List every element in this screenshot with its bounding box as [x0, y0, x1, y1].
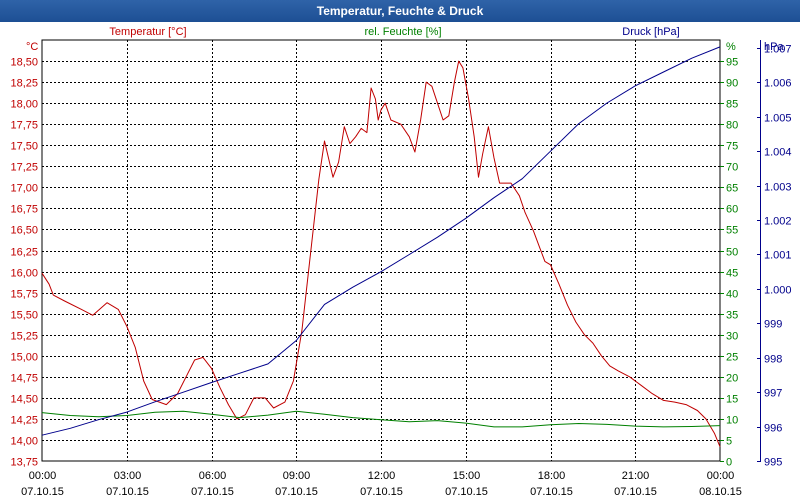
pressure-legend: Druck [hPa]: [622, 26, 679, 38]
humidity-tick-label: 80: [726, 120, 738, 132]
x-tick-date-label: 07.10.15: [614, 486, 657, 498]
x-tick-time-label: 03:00: [114, 470, 142, 482]
humidity-tick-label: 70: [726, 162, 738, 174]
pressure-tick-label: 1.002: [764, 216, 792, 228]
x-tick-time-label: 21:00: [622, 470, 650, 482]
pressure-tick-label: 997: [764, 388, 782, 400]
humidity-tick-label: 50: [726, 247, 738, 259]
series: [41, 46, 721, 447]
x-tick-time-label: 00:00: [29, 470, 57, 482]
humidity-series-line: [41, 410, 721, 428]
temperature-tick-label: 14,50: [10, 394, 38, 406]
humidity-tick-label: 45: [726, 268, 738, 280]
humidity-tick-label: 10: [726, 415, 738, 427]
humidity-tick-label: 5: [726, 436, 732, 448]
temperature-tick-label: 16,00: [10, 268, 38, 280]
pressure-tick-label: 1.004: [764, 147, 792, 159]
temperature-tick-label: 16,25: [10, 247, 38, 259]
temperature-tick-label: 16,50: [10, 225, 38, 237]
x-tick-date-label: 08.10.15: [699, 486, 742, 498]
pressure-tick-label: 996: [764, 423, 782, 435]
temperature-tick-label: 18,25: [10, 78, 38, 90]
pressure-tick-label: 1.000: [764, 285, 792, 297]
pressure-series-line: [41, 46, 721, 436]
pressure-tick-label: 1.003: [764, 182, 792, 194]
grid: [42, 40, 720, 461]
temperature-legend: Temperatur [°C]: [109, 26, 186, 38]
humidity-tick-label: 90: [726, 78, 738, 90]
pressure-tick-label: 1.001: [764, 250, 792, 262]
temperature-tick-label: 15,00: [10, 352, 38, 364]
temperature-tick-label: 15,75: [10, 289, 38, 301]
humidity-unit-label: %: [726, 41, 736, 53]
humidity-tick-label: 0: [726, 457, 732, 469]
humidity-tick-label: 25: [726, 352, 738, 364]
x-tick-time-label: 18:00: [538, 470, 566, 482]
humidity-tick-label: 60: [726, 204, 738, 216]
window-title: Temperatur, Feuchte & Druck: [0, 0, 800, 22]
plot-area-frame: [41, 39, 721, 462]
temperature-tick-label: 17,50: [10, 141, 38, 153]
line-chart: °C % hPa Temperatur [°C] rel. Feuchte [%…: [10, 26, 792, 498]
humidity-tick-label: 20: [726, 373, 738, 385]
pressure-unit-label: hPa: [764, 41, 784, 53]
x-tick-date-label: 07.10.15: [106, 486, 149, 498]
humidity-tick-label: 40: [726, 289, 738, 301]
temperature-tick-label: 18,00: [10, 99, 38, 111]
temperature-tick-label: 14,75: [10, 373, 38, 385]
temperature-tick-label: 17,00: [10, 183, 38, 195]
temperature-tick-label: 14,00: [10, 436, 38, 448]
pressure-tick-label: 1.005: [764, 113, 792, 125]
temperature-unit-label: °C: [26, 41, 38, 53]
x-tick-time-label: 15:00: [453, 470, 481, 482]
temperature-tick-label: 18,50: [10, 57, 38, 69]
humidity-tick-label: 15: [726, 394, 738, 406]
x-tick-time-label: 09:00: [283, 470, 311, 482]
humidity-legend: rel. Feuchte [%]: [364, 26, 441, 38]
temperature-tick-label: 17,25: [10, 162, 38, 174]
humidity-tick-label: 75: [726, 141, 738, 153]
x-tick-date-label: 07.10.15: [275, 486, 318, 498]
x-tick-date-label: 07.10.15: [530, 486, 573, 498]
x-tick-time-label: 06:00: [199, 470, 227, 482]
temperature-tick-label: 17,75: [10, 120, 38, 132]
pressure-tick-label: 998: [764, 354, 782, 366]
x-tick-time-label: 12:00: [368, 470, 396, 482]
x-tick-date-label: 07.10.15: [445, 486, 488, 498]
humidity-tick-label: 65: [726, 183, 738, 195]
temperature-series-line: [41, 60, 721, 447]
x-tick-date-label: 07.10.15: [21, 486, 64, 498]
pressure-tick-label: 1.007: [764, 44, 792, 56]
temperature-tick-label: 15,50: [10, 310, 38, 322]
temperature-tick-label: 13,75: [10, 457, 38, 469]
humidity-tick-label: 30: [726, 331, 738, 343]
x-tick-time-label: 00:00: [707, 470, 735, 482]
temperature-tick-label: 15,25: [10, 331, 38, 343]
humidity-tick-label: 35: [726, 310, 738, 322]
temperature-tick-label: 14,25: [10, 415, 38, 427]
pressure-tick-label: 1.006: [764, 78, 792, 90]
x-tick-date-label: 07.10.15: [191, 486, 234, 498]
x-tick-date-label: 07.10.15: [360, 486, 403, 498]
pressure-tick-label: 999: [764, 319, 782, 331]
axis-ticks: 13,75 14,00 14,25 14,50 14,75 15,00 15,25 15,50…: [10, 40, 792, 498]
humidity-tick-label: 55: [726, 225, 738, 237]
humidity-tick-label: 85: [726, 99, 738, 111]
temperature-tick-label: 16,75: [10, 204, 38, 216]
pressure-tick-label: 995: [764, 457, 782, 469]
humidity-tick-label: 95: [726, 57, 738, 69]
